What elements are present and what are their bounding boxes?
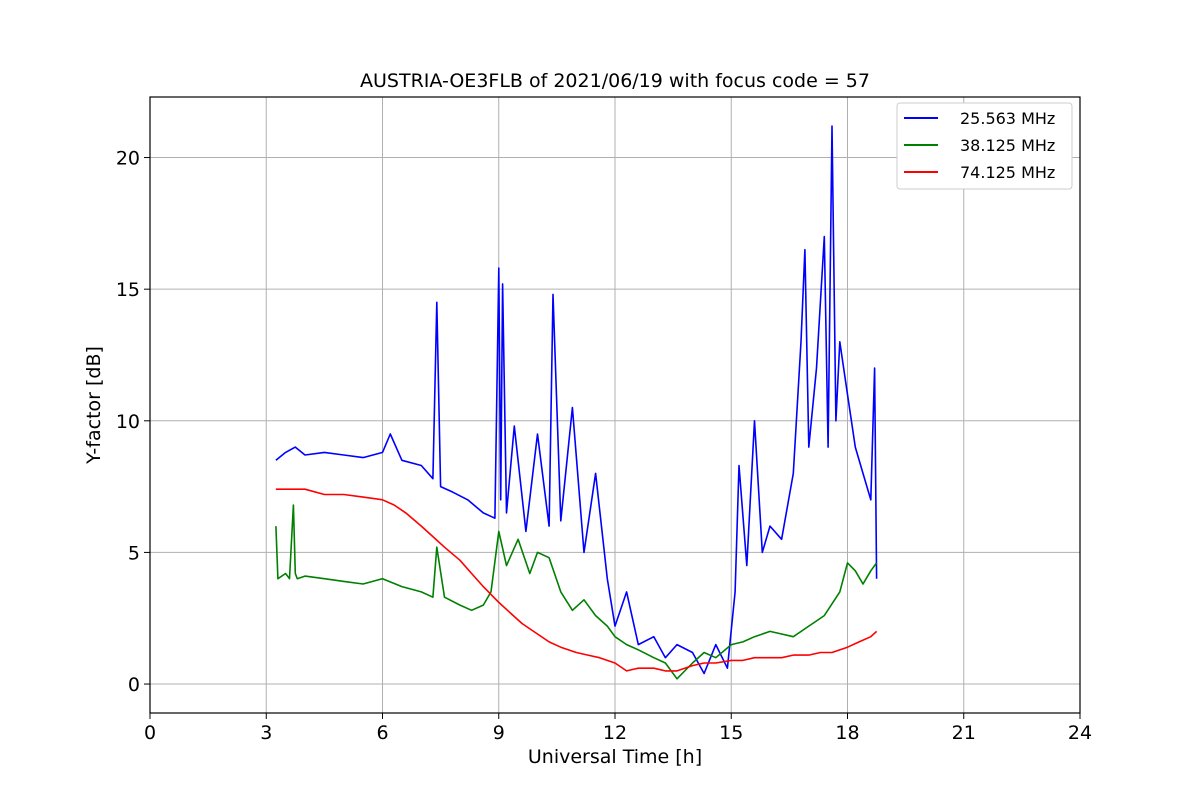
series-lines — [275, 125, 878, 680]
x-tick-label: 12 — [603, 722, 627, 744]
legend-label-1: 38.125 MHz — [960, 136, 1055, 155]
y-tick-label: 15 — [116, 279, 140, 301]
y-tick-label: 10 — [116, 411, 140, 433]
x-tick-label: 6 — [376, 722, 388, 744]
chart-title: AUSTRIA-OE3FLB of 2021/06/19 with focus … — [360, 70, 870, 92]
grid-lines — [150, 97, 1080, 713]
series-line-0 — [275, 125, 878, 675]
axis-ticks: 0 3 6 9 12 15 18 21 24 0 5 10 15 20 — [116, 148, 1092, 744]
legend-label-2: 74.125 MHz — [960, 163, 1055, 182]
legend-box — [896, 102, 1073, 190]
x-tick-label: 18 — [835, 722, 859, 744]
x-axis-title: Universal Time [h] — [528, 746, 702, 768]
x-tick-label: 9 — [493, 722, 505, 744]
x-tick-label: 15 — [719, 722, 743, 744]
x-tick-label: 3 — [260, 722, 272, 744]
y-axis-title: Y-factor [dB] — [83, 346, 105, 465]
y-tick-label: 5 — [128, 542, 140, 564]
y-tick-label: 0 — [128, 674, 140, 696]
x-tick-label: 24 — [1068, 722, 1092, 744]
x-tick-label: 21 — [952, 722, 976, 744]
legend-label-0: 25.563 MHz — [960, 109, 1055, 128]
series-line-1 — [275, 504, 878, 680]
x-tick-label: 0 — [144, 722, 156, 744]
legend: 25.563 MHz 38.125 MHz 74.125 MHz — [896, 102, 1073, 190]
series-line-2 — [275, 488, 878, 672]
y-tick-label: 20 — [116, 148, 140, 170]
